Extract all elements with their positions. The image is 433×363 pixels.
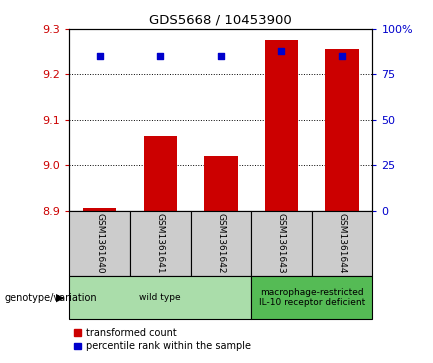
Text: ▶: ▶ [56, 293, 65, 303]
Bar [69, 276, 251, 319]
Bar [251, 276, 372, 319]
Point [96, 53, 103, 59]
Bar [312, 211, 372, 276]
Bar [265, 40, 298, 211]
Text: GSM1361642: GSM1361642 [216, 213, 225, 273]
Text: macrophage-restricted
IL-10 receptor deficient: macrophage-restricted IL-10 receptor def… [259, 288, 365, 307]
Point [278, 48, 285, 54]
Point [339, 53, 346, 59]
Point [217, 53, 224, 59]
Text: wild type: wild type [139, 293, 181, 302]
Text: GSM1361641: GSM1361641 [156, 213, 165, 274]
Bar [69, 211, 130, 276]
Point [157, 53, 164, 59]
Text: GSM1361640: GSM1361640 [95, 213, 104, 274]
Title: GDS5668 / 10453900: GDS5668 / 10453900 [149, 13, 292, 26]
Bar [83, 208, 116, 211]
Legend: transformed count, percentile rank within the sample: transformed count, percentile rank withi… [74, 328, 251, 351]
Bar [204, 156, 238, 211]
Bar [251, 211, 312, 276]
Text: GSM1361644: GSM1361644 [338, 213, 346, 273]
Bar [326, 49, 359, 211]
Bar [191, 211, 251, 276]
Bar [144, 136, 177, 211]
Bar [130, 211, 191, 276]
Text: genotype/variation: genotype/variation [4, 293, 97, 303]
Text: GSM1361643: GSM1361643 [277, 213, 286, 274]
